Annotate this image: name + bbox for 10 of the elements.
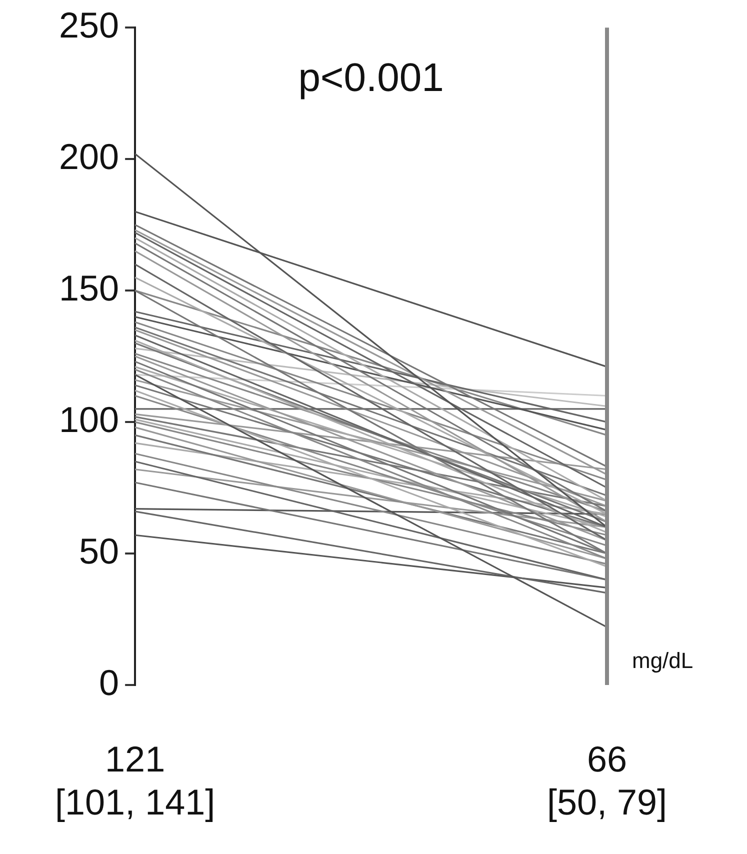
y-tick-label: 50 [79, 530, 120, 572]
y-tick-label: 200 [58, 136, 120, 177]
x-tick-label: 66 [50, 79] [546, 738, 668, 823]
annotation: p<0.001 [298, 56, 444, 100]
y-tick-label: 150 [58, 267, 120, 308]
y-tick-label: 250 [58, 4, 120, 46]
x-tick-label: 121 [101, 141] [55, 738, 216, 823]
annotation: mg/dL [632, 648, 694, 674]
y-tick-label: 100 [58, 398, 120, 440]
y-tick-label: 0 [99, 662, 120, 703]
